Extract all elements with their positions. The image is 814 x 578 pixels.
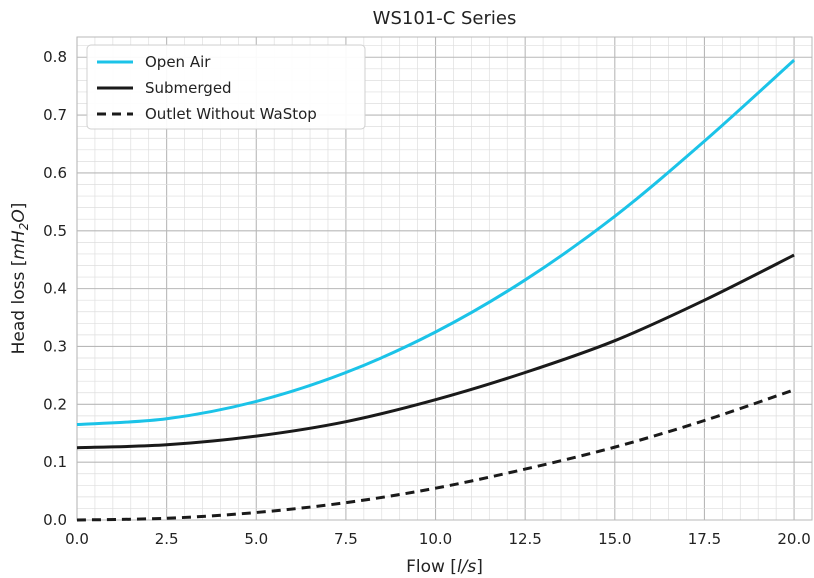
series-lines [76, 59, 796, 522]
y-tick-label: 0.3 [43, 337, 67, 355]
y-tick-label: 0.7 [43, 106, 67, 124]
x-tick-label: 5.0 [244, 530, 268, 548]
legend-box [86, 44, 366, 130]
y-tick-label: 0.4 [43, 280, 67, 298]
legend: Open Air Submerged Outlet Without WaStop [86, 44, 366, 130]
plot-area-frame [76, 36, 813, 521]
x-tick-label: 10.0 [419, 530, 452, 548]
x-tick-label: 7.5 [334, 530, 358, 548]
tick-labels: 0.0 2.5 5.0 7.5 10.0 12.5 15.0 17.5 20.0 0.0 0.1 0.… [43, 48, 811, 548]
series-line-submerged [76, 253, 795, 450]
x-tick-label: 0.0 [65, 530, 89, 548]
x-axis-label: Flow [l/s] [406, 557, 483, 577]
y-tick-label: 0.0 [43, 511, 67, 529]
y-tick-label: 0.5 [43, 222, 67, 240]
y-tick-label: 0.1 [43, 453, 67, 471]
legend-label: Open Air [145, 53, 211, 71]
y-axis-label: Head loss [mH2O] [9, 203, 31, 355]
x-tick-label: 20.0 [777, 530, 810, 548]
chart-title: WS101-C Series [373, 8, 517, 29]
legend-label: Outlet Without WaStop [145, 105, 317, 123]
legend-label: Submerged [145, 79, 232, 97]
series-line-outlet-without-wastop [76, 388, 795, 522]
y-tick-label: 0.6 [43, 164, 67, 182]
y-tick-label: 0.8 [43, 48, 67, 66]
x-tick-label: 12.5 [508, 530, 541, 548]
x-tick-label: 15.0 [598, 530, 631, 548]
y-tick-label: 0.2 [43, 395, 67, 413]
x-tick-label: 17.5 [688, 530, 721, 548]
series-line-open-air [76, 59, 796, 427]
x-tick-label: 2.5 [155, 530, 179, 548]
